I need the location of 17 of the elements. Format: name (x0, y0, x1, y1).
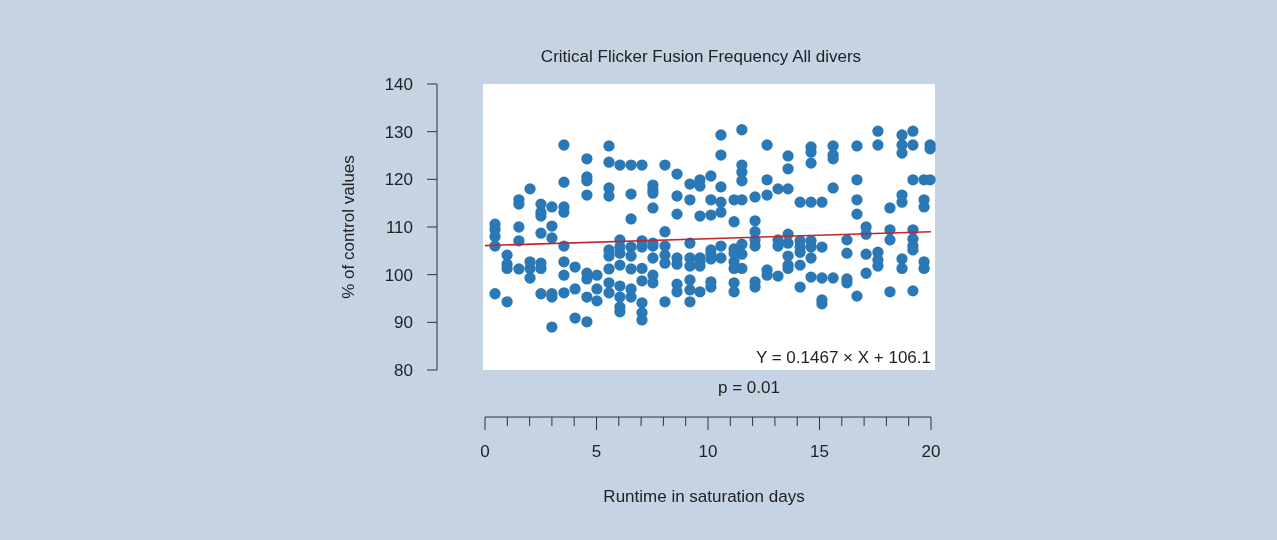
y-tick-label: 120 (384, 170, 413, 190)
text: p = 0.01 (718, 378, 780, 397)
y-tick-label: 80 (394, 360, 413, 380)
x-tick-label: 5 (591, 442, 602, 461)
annotation: Y = 0.1467 × X + 106.1 (755, 348, 931, 367)
y-tick-label: 90 (394, 313, 413, 333)
y-tick-label: 110 (385, 217, 413, 237)
chart-title: Critical Flicker Fusion Frequency All divers (540, 47, 862, 66)
y-tick-label: 100 (384, 265, 413, 285)
y-tick-label: 130 (384, 122, 413, 142)
x-axis-title: Runtime in saturation days (603, 487, 805, 506)
x-tick-label: 15 (810, 442, 829, 461)
y-tick-label: 140 (384, 74, 413, 94)
x-tick-label: 0 (480, 442, 490, 461)
x-tick-label: 20 (921, 442, 941, 461)
x-tick-label: 10 (698, 442, 718, 461)
y-axis-title: % of control values (339, 155, 358, 299)
